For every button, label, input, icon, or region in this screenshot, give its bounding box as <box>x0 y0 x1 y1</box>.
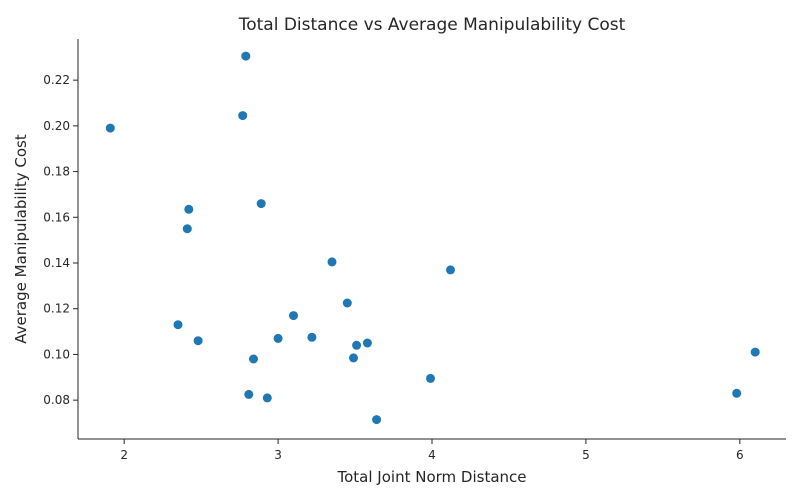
x-tick-label: 3 <box>274 448 282 462</box>
data-point-10 <box>446 265 455 275</box>
data-point-20 <box>244 389 254 399</box>
data-point-23 <box>732 388 742 398</box>
data-point-22 <box>372 415 382 425</box>
data-point-15 <box>362 338 372 348</box>
data-point-16 <box>352 340 362 350</box>
y-tick-label: 0.16 <box>43 210 70 224</box>
data-point-19 <box>426 373 435 383</box>
y-tick-label: 0.22 <box>43 73 70 87</box>
y-tick-label: 0.12 <box>43 302 70 316</box>
data-point-21 <box>262 393 272 403</box>
data-point-7 <box>173 320 183 330</box>
data-point-9 <box>327 257 337 267</box>
data-point-5 <box>184 204 194 214</box>
data-point-2 <box>241 51 251 61</box>
data-point-14 <box>307 332 317 342</box>
x-tick-label: 2 <box>120 448 128 462</box>
data-point-24 <box>750 347 760 357</box>
data-point-3 <box>238 111 248 121</box>
data-point-8 <box>193 336 203 346</box>
y-tick-label: 0.20 <box>43 119 70 133</box>
y-ticks: 0.08 0.10 0.12 0.14 0.16 0.18 0.20 0.22 <box>43 73 78 407</box>
y-tick-label: 0.08 <box>43 393 70 407</box>
data-point-13 <box>273 333 283 343</box>
data-point-17 <box>349 353 358 363</box>
x-tick-label: 4 <box>428 448 436 462</box>
x-axis-label: Total Joint Norm Distance <box>337 468 527 486</box>
y-tick-label: 0.18 <box>43 165 70 179</box>
data-point-6 <box>182 224 192 234</box>
y-tick-label: 0.10 <box>43 347 70 361</box>
x-ticks: 2 3 4 5 6 <box>120 439 744 462</box>
data-point-11 <box>342 298 352 308</box>
data-point-1 <box>105 123 115 133</box>
data-points <box>105 51 760 425</box>
chart-title: Total Distance vs Average Manipulability… <box>238 15 626 35</box>
y-tick-label: 0.14 <box>43 256 70 270</box>
data-point-12 <box>289 311 298 321</box>
y-axis-label: Average Manipulability Cost <box>12 134 30 344</box>
data-point-4 <box>256 199 266 209</box>
x-tick-label: 6 <box>736 448 744 462</box>
data-point-18 <box>249 354 258 364</box>
x-tick-label: 5 <box>582 448 590 462</box>
